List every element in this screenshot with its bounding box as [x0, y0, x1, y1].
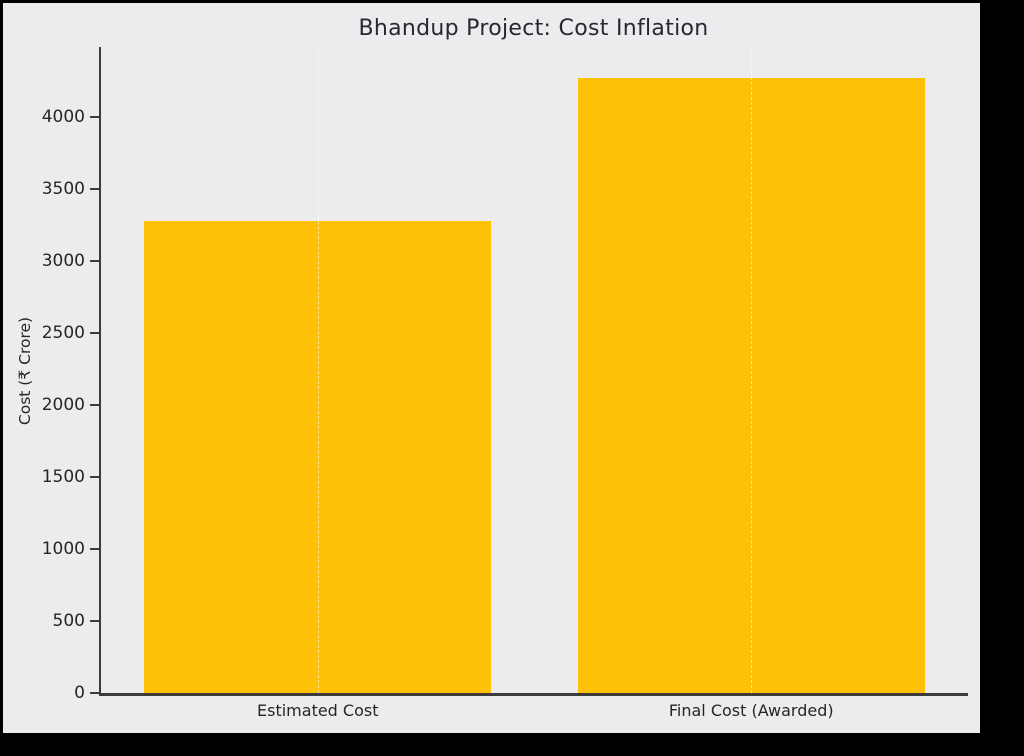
y-tick-mark [90, 692, 99, 694]
y-tick-mark [90, 332, 99, 335]
y-tick-label: 3500 [41, 179, 85, 200]
y-tick-label: 500 [52, 611, 85, 632]
y-tick-mark [90, 188, 99, 191]
y-tick-mark [90, 116, 99, 119]
y-tick-label: 2500 [41, 323, 85, 344]
plot-area: 0 500 1000 1500 2000 2500 3000 3500 4000 Estimate… [42, 47, 968, 720]
y-tick-label: 4000 [41, 107, 85, 128]
bar-final-cost-awarded [577, 77, 925, 693]
y-axis-label: Cost (₹ Crore) [16, 316, 34, 426]
y-tick-label: 0 [74, 683, 85, 703]
y-tick-mark [90, 404, 99, 407]
x-gridline [317, 47, 319, 693]
bar-estimated-cost [144, 221, 492, 693]
chart-figure: Bhandup Project: Cost Inflation Cost (₹ … [3, 3, 980, 733]
x-tick-label: Estimated Cost [257, 701, 379, 720]
y-tick-mark [90, 260, 99, 263]
y-tick-label: 3000 [41, 251, 85, 272]
x-tick-label: Final Cost (Awarded) [668, 701, 834, 720]
y-tick-label: 1500 [41, 467, 85, 488]
y-tick-mark [90, 548, 99, 551]
y-tick-label: 1000 [41, 539, 85, 560]
y-tick-mark [90, 620, 99, 623]
y-tick-mark [90, 476, 99, 479]
y-tick-label: 2000 [41, 395, 85, 416]
chart-title: Bhandup Project: Cost Inflation [358, 16, 709, 41]
x-gridline [751, 47, 753, 693]
